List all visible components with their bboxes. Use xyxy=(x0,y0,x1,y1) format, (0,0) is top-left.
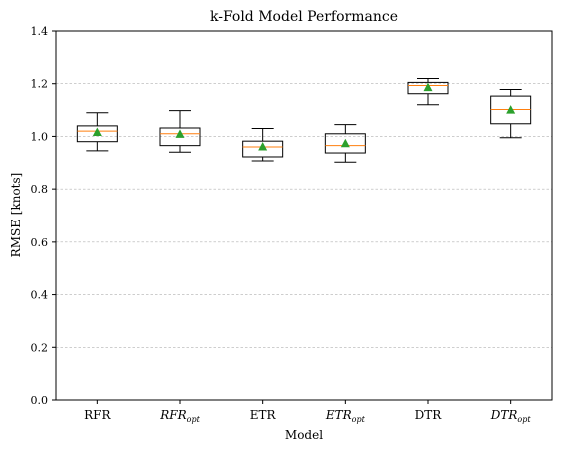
y-tick-label: 0.6 xyxy=(31,236,49,249)
x-axis-ticks: RFR RFRopt ETR ETRopt DTR DTRopt xyxy=(84,400,531,424)
box-ETR xyxy=(242,128,284,162)
y-tick-label: 1.0 xyxy=(31,130,49,143)
mean-marker xyxy=(258,141,268,151)
y-tick-label: 1.2 xyxy=(31,78,49,91)
x-tick-label: ETRopt xyxy=(325,408,366,424)
box-DTR xyxy=(407,77,449,106)
iqr-box xyxy=(324,133,366,154)
box-RFR xyxy=(76,112,118,152)
box-ETR_opt xyxy=(324,124,366,163)
iqr-box xyxy=(159,127,201,147)
box-RFR_opt xyxy=(159,110,201,153)
x-tick-label: RFRopt xyxy=(159,408,200,424)
y-tick-label: 0.8 xyxy=(31,183,49,196)
plot-frame xyxy=(55,30,553,401)
gridlines xyxy=(56,83,552,348)
iqr-box xyxy=(76,125,118,143)
y-tick-label: 0.2 xyxy=(31,341,49,354)
x-tick-label: DTRopt xyxy=(490,408,532,424)
x-axis-label: Model xyxy=(285,428,323,442)
chart-title: k-Fold Model Performance xyxy=(210,9,398,25)
boxes xyxy=(76,77,532,163)
mean-marker xyxy=(423,82,433,92)
y-axis-ticks: 0.0 0.2 0.4 0.6 0.8 1.0 1.2 1.4 xyxy=(31,25,56,407)
mean-marker xyxy=(506,105,516,114)
iqr-box xyxy=(407,81,449,95)
y-axis-label: RMSE [knots] xyxy=(9,173,23,258)
y-tick-label: 0.0 xyxy=(31,394,49,407)
iqr-box xyxy=(242,140,284,158)
y-tick-label: 1.4 xyxy=(31,25,49,38)
box-DTR_opt xyxy=(490,89,532,139)
y-tick-label: 0.4 xyxy=(31,289,49,302)
x-tick-label: ETR xyxy=(250,408,277,422)
mean-marker xyxy=(175,129,185,138)
x-tick-label: DTR xyxy=(415,408,443,422)
mean-marker xyxy=(92,127,102,136)
mean-marker xyxy=(340,138,350,148)
x-tick-label: RFR xyxy=(84,408,111,422)
